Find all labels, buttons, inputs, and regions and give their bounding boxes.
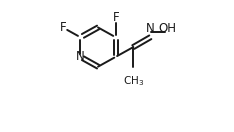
Text: OH: OH	[158, 22, 176, 35]
Text: F: F	[112, 11, 119, 24]
Text: F: F	[59, 21, 66, 34]
Text: CH$_3$: CH$_3$	[123, 74, 144, 88]
Text: N: N	[146, 22, 155, 35]
Text: N: N	[76, 50, 85, 63]
